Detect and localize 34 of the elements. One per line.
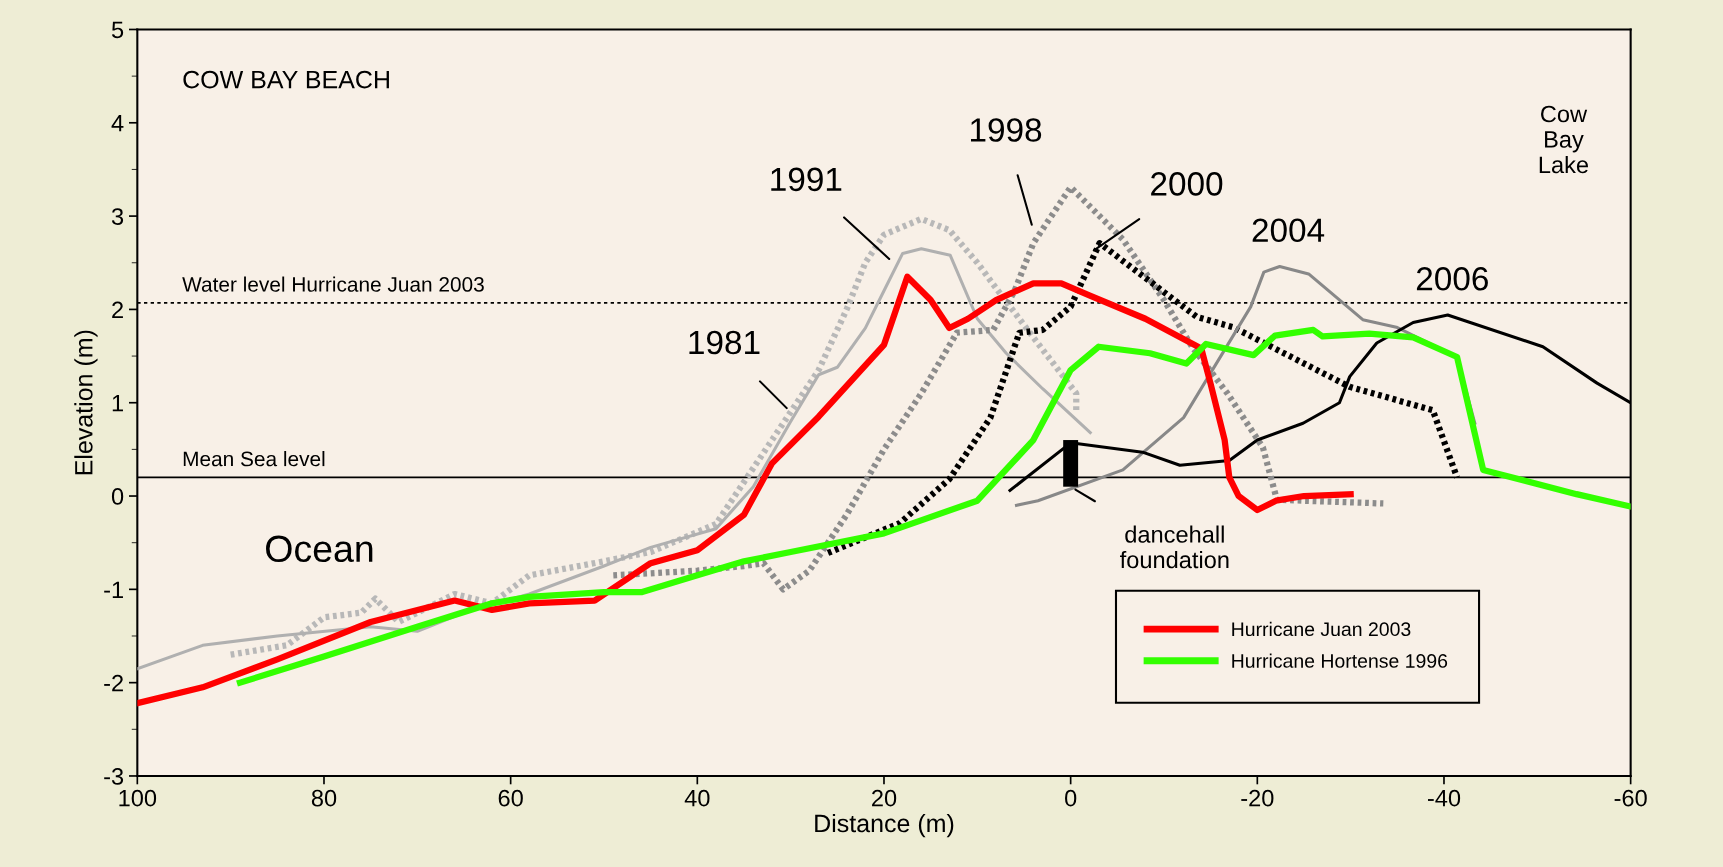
y-tick-label: 3 (111, 208, 124, 225)
ref-line-label: Water level Hurricane Juan 2003 (182, 276, 484, 292)
y-tick-label: -2 (104, 674, 123, 692)
y-tick-label: -1 (104, 581, 123, 598)
x-tick-label: 60 (498, 789, 523, 807)
annotation: 1981 (689, 330, 760, 355)
legend-label: Hurricane Hortense 1996 (1232, 653, 1448, 668)
y-axis-title: Elevation (m) (74, 330, 98, 475)
y-tick-label: 2 (112, 301, 123, 318)
x-tick-label: -40 (1427, 789, 1461, 807)
annotation: COW BAY BEACH (183, 70, 389, 89)
annotation: Ocean (266, 535, 373, 563)
x-tick-label: 40 (684, 789, 710, 807)
y-tick-label: 0 (111, 488, 124, 505)
annotation: Cow Bay Lake (1539, 105, 1588, 174)
y-tick-label: 4 (111, 115, 124, 132)
annotation: 2006 (1416, 267, 1488, 291)
x-axis-title: Distance (m) (815, 813, 954, 838)
x-tick-label: -20 (1241, 789, 1274, 807)
x-tick-label: 80 (311, 789, 337, 807)
legend-label: Hurricane Juan 2003 (1232, 621, 1411, 637)
x-tick-label: -60 (1614, 789, 1647, 807)
x-tick-label: 20 (872, 789, 897, 807)
annotation: 1991 (771, 167, 842, 192)
y-tick-label: 1 (112, 395, 123, 412)
annotation: dancehall foundation (1120, 525, 1229, 569)
annotation: 2000 (1151, 172, 1223, 196)
ref-line-label: Mean Sea level (183, 451, 325, 467)
annotation: 1998 (971, 118, 1042, 142)
x-tick-label: 0 (1065, 789, 1077, 807)
y-tick-label: -3 (104, 768, 124, 785)
y-tick-label: 5 (111, 21, 124, 39)
x-tick-label: 100 (119, 789, 157, 807)
annotation: 2004 (1252, 218, 1325, 243)
